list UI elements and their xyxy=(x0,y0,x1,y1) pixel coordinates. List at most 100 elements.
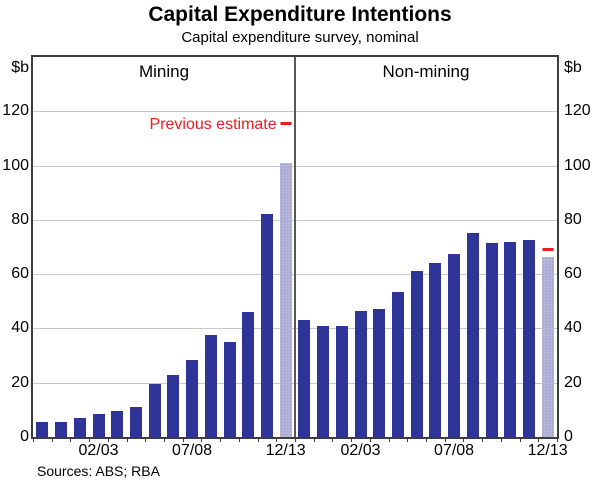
bar xyxy=(111,411,124,437)
bar-slot xyxy=(295,57,314,437)
panel-label-non-mining: Non-mining xyxy=(382,62,470,81)
x-axis-tick xyxy=(500,437,502,442)
previous-estimate-marker xyxy=(280,121,292,125)
bar xyxy=(448,253,461,437)
estimate-bar xyxy=(279,162,292,437)
y-axis-label-right: 100 xyxy=(564,156,591,174)
y-axis-label-left: 0 xyxy=(20,428,29,445)
x-axis-tick xyxy=(538,437,540,442)
y-axis-label-right: 40 xyxy=(564,319,582,337)
y-axis-label-right: 20 xyxy=(564,373,582,391)
x-axis-tick xyxy=(463,437,465,442)
y-axis-label-right: 0 xyxy=(564,428,573,445)
bar xyxy=(73,418,86,437)
bar xyxy=(242,312,255,437)
x-axis-tick xyxy=(51,437,53,442)
bar-slot xyxy=(463,57,482,437)
bar xyxy=(298,320,311,437)
plot-area: Mining Non-mining Previous estimate xyxy=(31,55,559,439)
x-axis-label: 12/13 xyxy=(527,442,568,459)
x-axis-tick xyxy=(70,437,72,442)
x-axis-tick xyxy=(369,437,371,442)
bar xyxy=(317,325,330,437)
x-axis-tick xyxy=(388,437,390,442)
panel-non-mining: Non-mining xyxy=(295,57,557,437)
y-axis-label-left: 100 xyxy=(2,156,29,174)
x-axis-tick xyxy=(182,437,184,442)
y-axis-label-left: 120 xyxy=(2,102,29,120)
x-axis-label: 12/13 xyxy=(265,442,306,459)
x-axis-tick xyxy=(89,437,91,442)
bar-slot xyxy=(145,57,164,437)
bar-slot xyxy=(426,57,445,437)
y-axis-label-left: 20 xyxy=(11,373,29,391)
bar xyxy=(354,310,367,437)
bar xyxy=(148,384,161,437)
chart-subtitle: Capital expenditure survey, nominal xyxy=(181,29,419,46)
bar xyxy=(223,342,236,437)
bar-slot xyxy=(183,57,202,437)
x-axis-tick xyxy=(276,437,278,442)
bar-slot xyxy=(70,57,89,437)
unit-label-right: $b xyxy=(564,59,582,76)
x-axis-tick xyxy=(33,437,34,442)
bar-slot xyxy=(314,57,333,437)
bar-slot xyxy=(201,57,220,437)
bar xyxy=(204,335,217,437)
x-axis-tick xyxy=(107,437,109,442)
x-axis-tick xyxy=(482,437,484,442)
y-axis-label-right: 120 xyxy=(564,102,591,120)
x-axis-tick xyxy=(407,437,409,442)
previous-estimate-label: Previous estimate xyxy=(149,115,277,133)
bar xyxy=(391,291,404,437)
x-axis-tick xyxy=(257,437,259,442)
bar xyxy=(167,374,180,437)
panel-divider-line xyxy=(294,57,296,437)
bar xyxy=(36,422,49,437)
bar-slot xyxy=(52,57,71,437)
bar xyxy=(522,240,535,437)
x-axis-tick xyxy=(557,437,558,442)
x-axis-tick xyxy=(332,437,334,442)
bar xyxy=(485,242,498,437)
bar xyxy=(55,422,68,437)
bar-slot xyxy=(370,57,389,437)
y-axis-label-left: 80 xyxy=(11,210,29,228)
y-axis-label-left: 60 xyxy=(11,265,29,283)
bar xyxy=(92,413,105,437)
bar-slot xyxy=(389,57,408,437)
x-axis-tick xyxy=(519,437,521,442)
bar-slot xyxy=(482,57,501,437)
bar-slot xyxy=(164,57,183,437)
x-axis-label: 02/03 xyxy=(340,442,381,459)
source-note: Sources: ABS; RBA xyxy=(37,463,160,479)
x-axis-tick xyxy=(444,437,446,442)
x-axis-label: 02/03 xyxy=(78,442,119,459)
bar-slot xyxy=(332,57,351,437)
x-axis-tick xyxy=(201,437,203,442)
bar xyxy=(373,309,386,437)
y-axis-label-right: 60 xyxy=(564,265,582,283)
x-axis-label: 07/08 xyxy=(172,442,213,459)
x-axis-tick xyxy=(238,437,240,442)
panel-label-mining: Mining xyxy=(138,62,190,81)
bar xyxy=(335,325,348,437)
bar xyxy=(186,359,199,437)
bar xyxy=(410,271,423,437)
bar-slot xyxy=(445,57,464,437)
x-axis-tick xyxy=(426,437,427,442)
x-axis-label: 07/08 xyxy=(434,442,475,459)
x-axis-tick xyxy=(126,437,128,442)
bar xyxy=(260,214,273,437)
y-axis-label-right: 80 xyxy=(564,210,582,228)
bar-slot xyxy=(108,57,127,437)
bar-slot xyxy=(33,57,52,437)
bar-slot xyxy=(239,57,258,437)
x-axis-tick xyxy=(145,437,147,442)
bar-slot xyxy=(407,57,426,437)
bar xyxy=(129,407,142,437)
bar-slot xyxy=(351,57,370,437)
bar-slot xyxy=(276,57,295,437)
bar-slot xyxy=(258,57,277,437)
